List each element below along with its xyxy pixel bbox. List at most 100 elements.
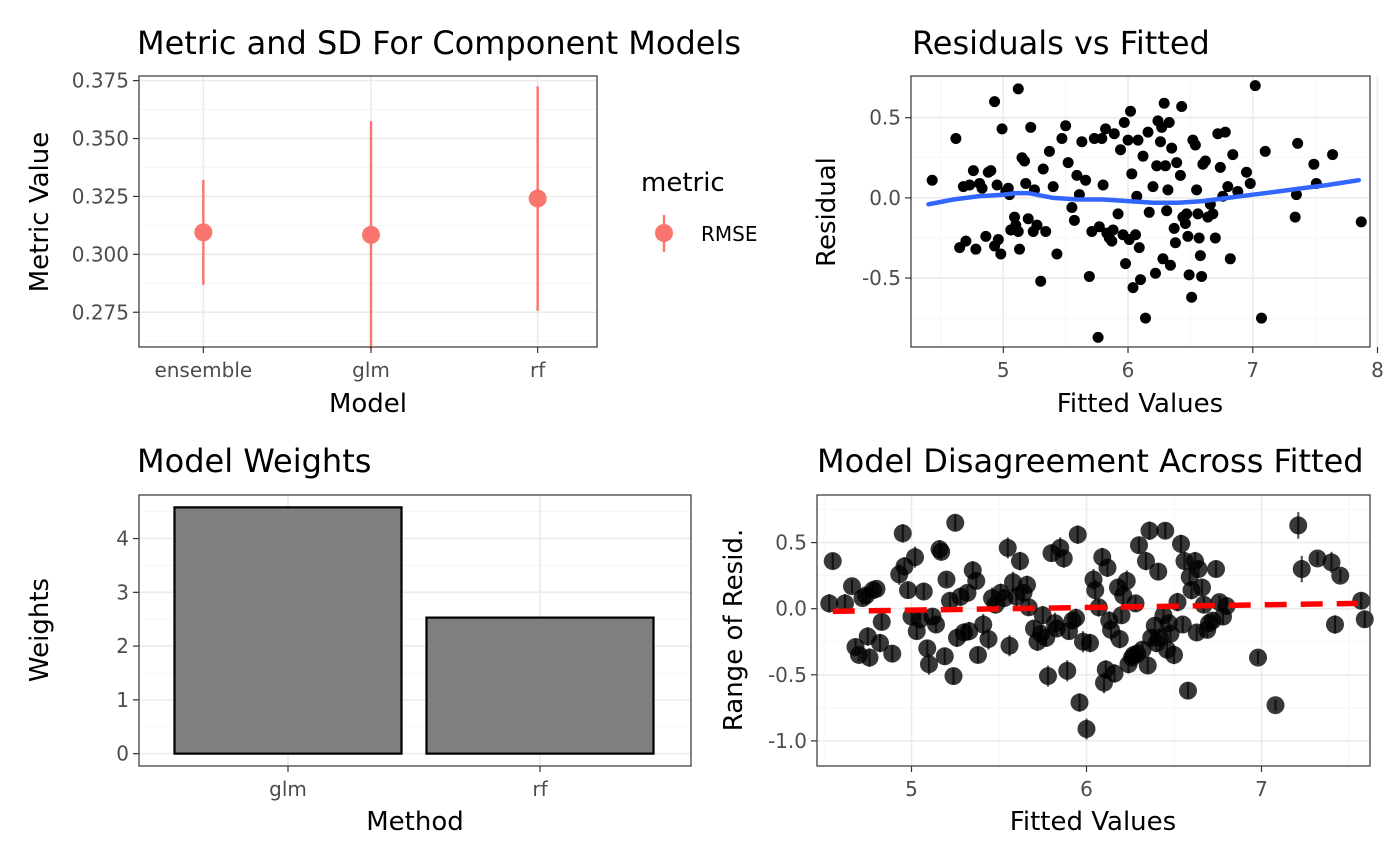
disagreement-panel-ticks: -1.0 -0.5 0.0 0.5 5 6 7 xyxy=(768,531,1268,801)
y-tick-label: 0.325 xyxy=(72,184,129,208)
disagreement-point xyxy=(1189,560,1208,579)
residual-point xyxy=(1100,123,1112,135)
residual-point xyxy=(1241,166,1253,178)
residual-point xyxy=(1168,222,1180,234)
disagreement-point xyxy=(1217,597,1236,616)
residual-point xyxy=(1227,149,1239,161)
disagreement-point xyxy=(1070,693,1089,712)
bar-glm xyxy=(173,506,403,755)
metric-legend: metric RMSE xyxy=(641,168,757,252)
disagreement-point xyxy=(860,648,879,667)
smooth-line xyxy=(926,177,1362,207)
disagreement-point xyxy=(1130,536,1148,555)
residual-point xyxy=(1047,181,1059,193)
residual-point xyxy=(989,96,1001,108)
residuals-panel-title: Residuals vs Fitted xyxy=(912,24,1210,62)
residual-point xyxy=(1071,169,1083,181)
residual-point xyxy=(970,243,982,255)
residual-point xyxy=(1139,312,1151,324)
y-tick-label: -0.5 xyxy=(862,266,901,290)
y-tick-label: 2 xyxy=(116,634,129,658)
residual-point xyxy=(1244,177,1256,189)
residual-point xyxy=(1019,155,1031,167)
disagreement-point xyxy=(1156,521,1175,540)
residual-point xyxy=(1093,221,1105,233)
residual-point xyxy=(1164,259,1176,271)
disagreement-point xyxy=(1011,552,1029,571)
residual-point xyxy=(1222,181,1234,193)
y-tick-label: 0.5 xyxy=(869,106,901,130)
residual-point xyxy=(1174,169,1186,181)
residual-point xyxy=(1143,206,1155,218)
y-tick-label: 4 xyxy=(116,527,129,551)
residual-point xyxy=(1014,243,1026,255)
legend-title: metric xyxy=(641,168,725,198)
disagreement-point xyxy=(823,552,842,571)
residual-point xyxy=(1106,235,1118,247)
disagreement-point xyxy=(967,571,986,590)
x-tick-label: 8 xyxy=(1371,358,1384,382)
disagreement-point xyxy=(969,645,987,664)
disagreement-point xyxy=(872,612,891,631)
x-tick-label: 5 xyxy=(997,358,1010,382)
residual-point xyxy=(1255,312,1267,324)
disagreement-point xyxy=(1081,634,1099,653)
disagreement-point xyxy=(906,548,924,567)
disagreement-point xyxy=(998,538,1017,557)
x-tick-label: 5 xyxy=(905,777,918,801)
x-tick-label: 7 xyxy=(1246,358,1259,382)
residual-point xyxy=(1025,121,1037,133)
disagreement-point xyxy=(1112,606,1131,625)
residual-point xyxy=(1126,168,1138,180)
residual-point xyxy=(1107,224,1119,236)
y-tick-label: 3 xyxy=(116,580,129,604)
y-tick-label: 0.0 xyxy=(869,186,901,210)
residual-point xyxy=(1022,213,1034,225)
residual-point xyxy=(1191,184,1203,196)
metric-panel-title: Metric and SD For Component Models xyxy=(137,24,741,62)
disagreement-point xyxy=(836,594,854,613)
residual-point xyxy=(1147,181,1159,193)
residual-point xyxy=(1043,145,1055,157)
residual-point xyxy=(1035,275,1047,287)
residual-point xyxy=(967,165,979,177)
residual-point xyxy=(1031,219,1043,231)
fit-line xyxy=(832,600,1358,615)
residual-point xyxy=(1209,232,1221,244)
residual-point xyxy=(1122,134,1134,146)
residual-point xyxy=(1171,157,1183,169)
disagreement-point xyxy=(1140,521,1159,540)
disagreement-point xyxy=(1289,516,1308,535)
residual-point xyxy=(1181,208,1193,220)
metric-panel-x-label: Model xyxy=(329,389,407,419)
bar-rf xyxy=(425,616,655,755)
x-tick-label: glm xyxy=(352,358,390,382)
residual-point xyxy=(996,123,1008,135)
disagreement-point xyxy=(1173,615,1192,634)
disagreement-point xyxy=(979,630,998,649)
disagreement-point xyxy=(871,634,889,653)
disagreement-point xyxy=(1137,552,1155,571)
disagreement-point xyxy=(946,513,965,532)
point-glm xyxy=(362,225,380,244)
residual-point xyxy=(1076,136,1088,148)
x-tick-label: ensemble xyxy=(154,358,252,382)
disagreement-point xyxy=(1138,656,1157,675)
legend-key-point xyxy=(655,224,673,242)
residual-point xyxy=(1219,126,1231,138)
residual-point xyxy=(1133,242,1145,254)
disagreement-point xyxy=(1207,560,1225,579)
residuals-panel-x-label: Fitted Values xyxy=(1057,389,1223,419)
residual-point xyxy=(1186,291,1198,303)
disagreement-point xyxy=(932,542,951,561)
residual-point xyxy=(1056,133,1068,145)
residual-point xyxy=(1137,150,1149,162)
legend-entry-rmse: RMSE xyxy=(701,222,757,246)
residual-point xyxy=(1012,226,1024,238)
weights-panel-title: Model Weights xyxy=(137,442,371,480)
x-tick-label: rf xyxy=(532,777,548,801)
point-rf xyxy=(528,189,547,208)
disagreement-point xyxy=(1110,630,1129,649)
residual-point xyxy=(985,165,997,177)
